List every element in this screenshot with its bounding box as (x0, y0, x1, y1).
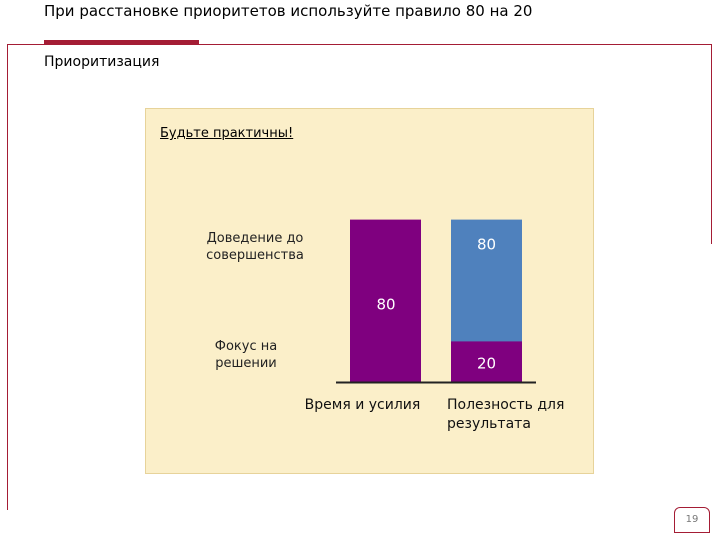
row-label-solution-focus: Фокус на решении (214, 339, 278, 371)
category-label-effort: Время и усилия (304, 397, 421, 413)
bar-segment-0-1 (350, 219, 421, 382)
section-title: Приоритизация (44, 54, 160, 70)
chart-title: Будьте практичны! (160, 126, 294, 141)
frame-line-top (7, 44, 712, 45)
page-number: 19 (674, 507, 710, 533)
category-label-usefulness: Полезность для результата (447, 397, 565, 432)
value-label-0-1: 80 (376, 296, 395, 314)
row-label-perfection: Доведение до совершенства (206, 231, 304, 263)
title-accent-bar (44, 40, 199, 45)
frame-line-left (7, 44, 8, 510)
slide-title: При расстановке приоритетов используйте … (44, 2, 533, 20)
value-label-1-0: 80 (477, 236, 496, 254)
value-label-1-1: 20 (477, 354, 496, 372)
bar-segment-1-1 (451, 341, 522, 382)
frame-line-right (711, 44, 712, 244)
